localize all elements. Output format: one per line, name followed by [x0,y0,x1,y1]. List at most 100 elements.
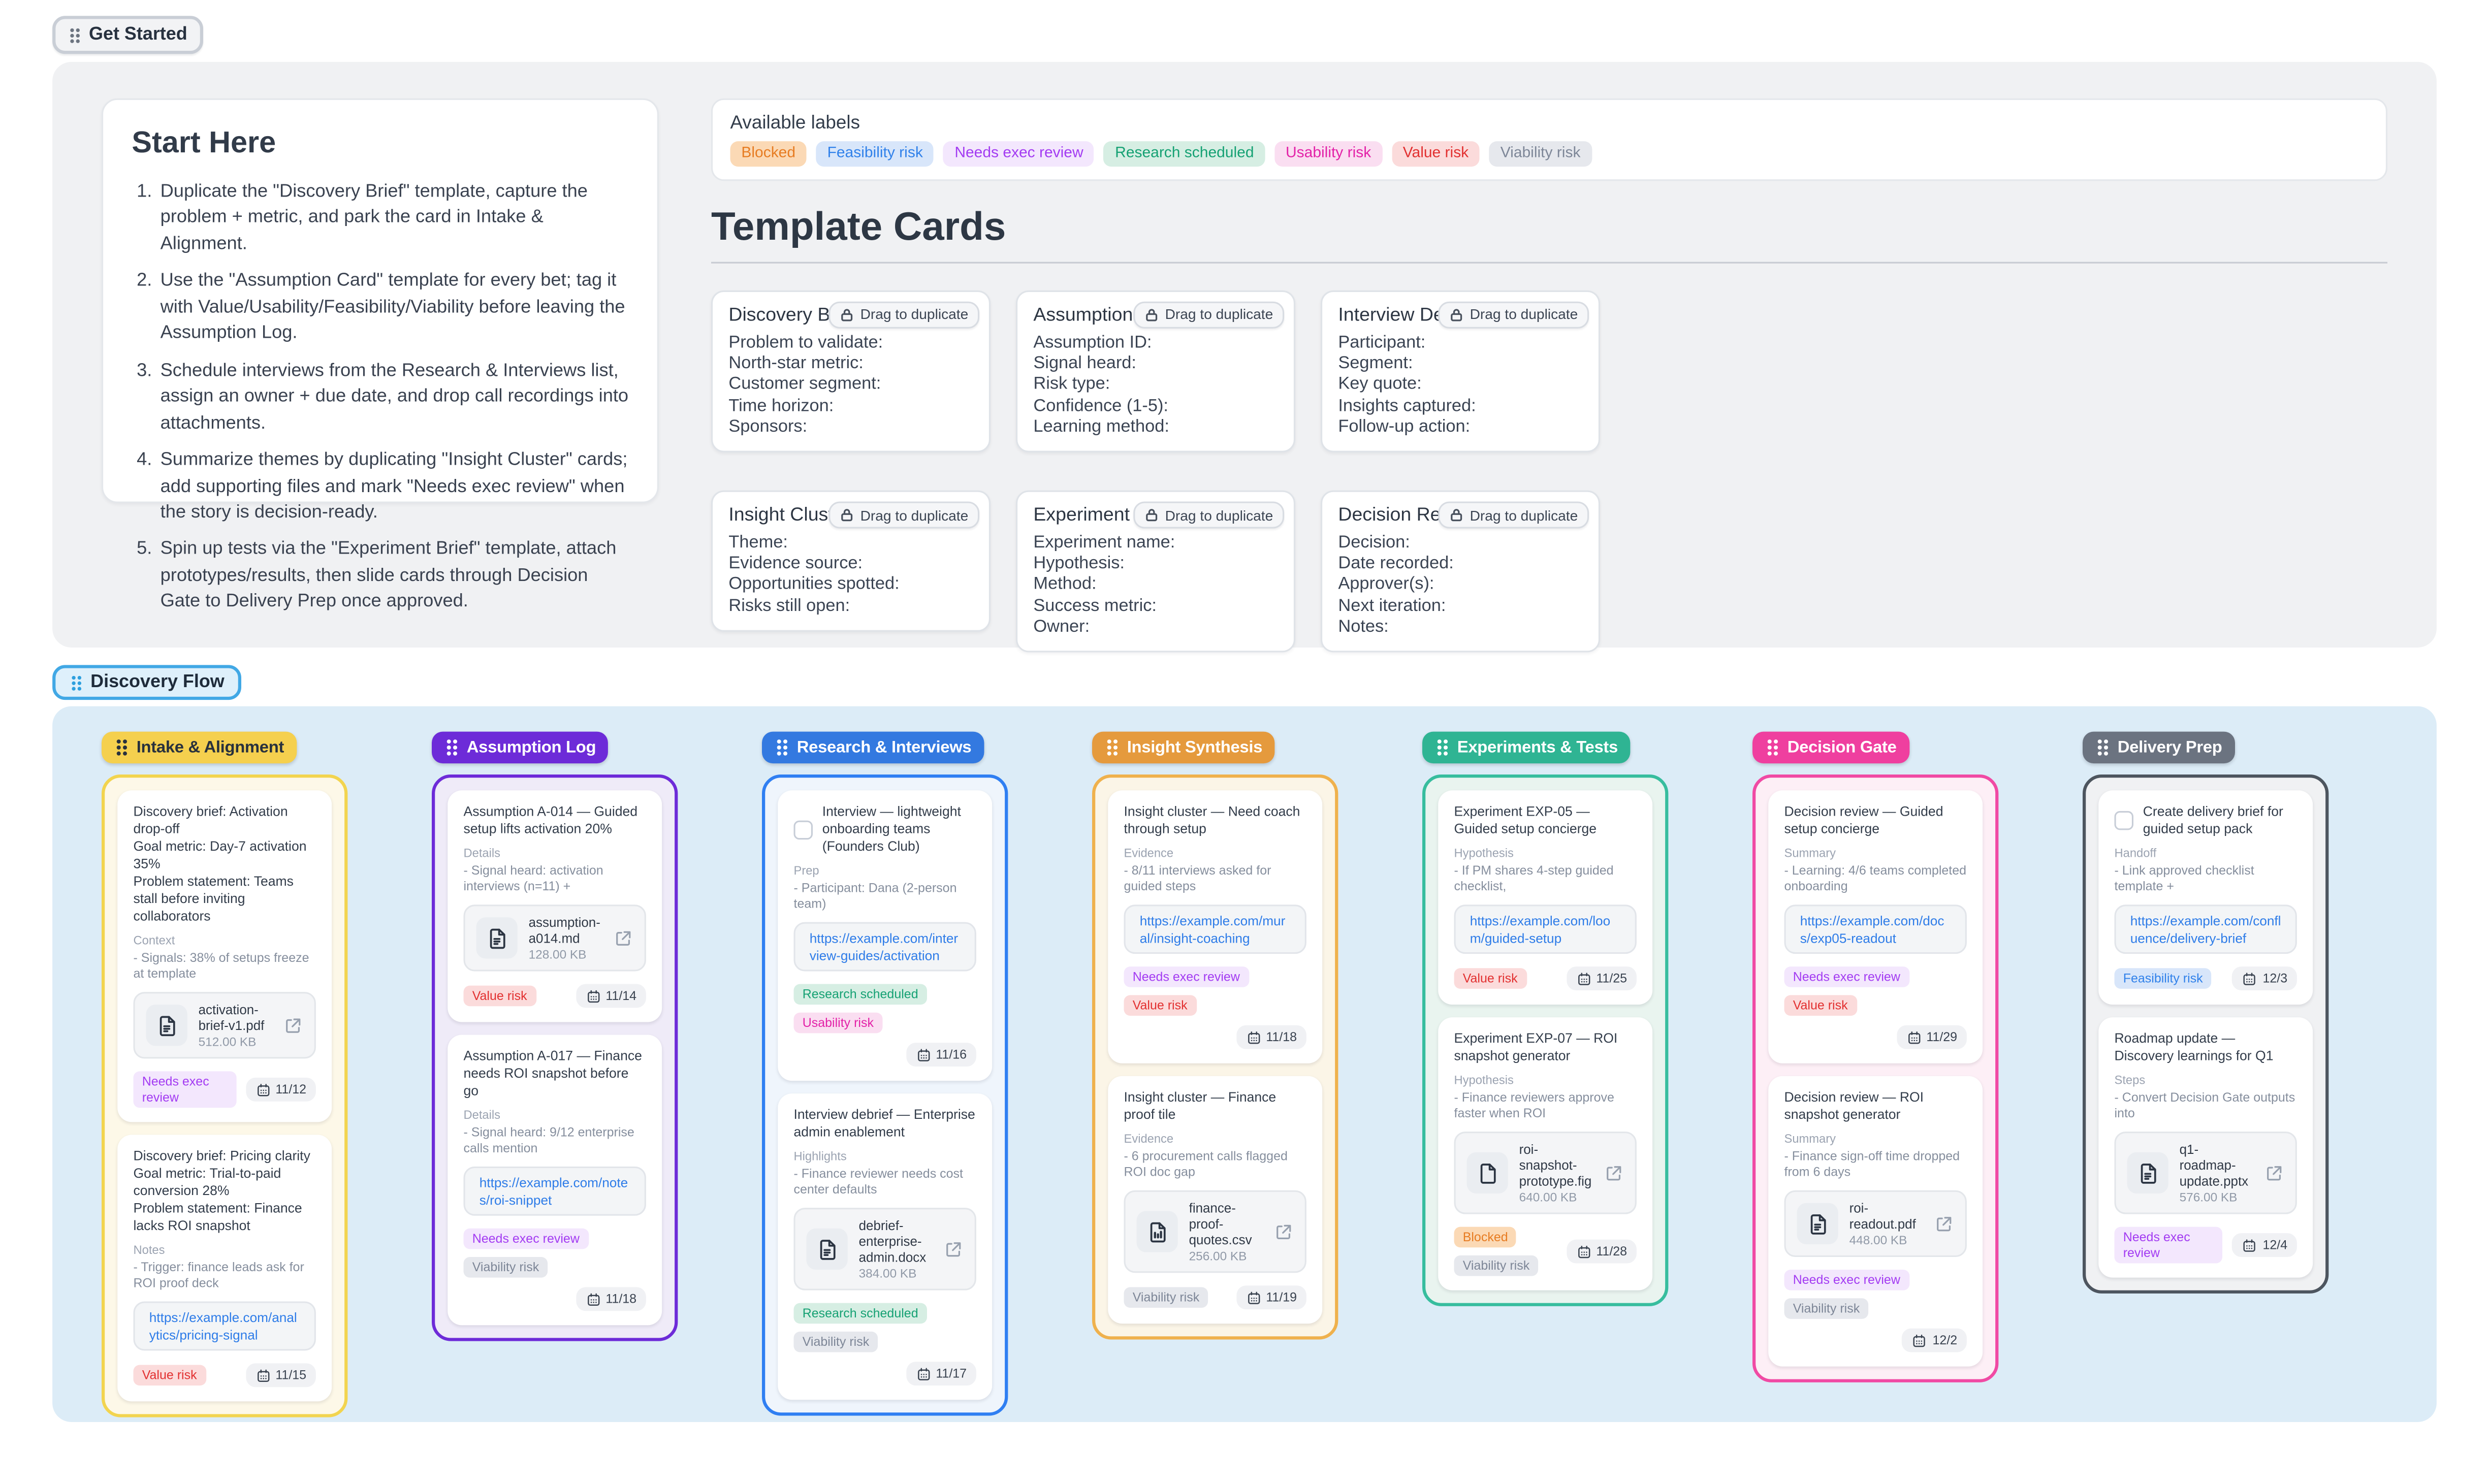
due-date-chip[interactable]: 12/4 [2232,1233,2297,1257]
card-label[interactable]: Value risk [1124,995,1196,1016]
external-link-icon[interactable] [282,1015,303,1036]
due-date-chip[interactable]: 11/29 [1896,1025,1967,1049]
due-date-chip[interactable]: 11/15 [245,1363,316,1388]
drag-to-duplicate-badge[interactable]: Drag to duplicate [1133,501,1285,529]
card-label[interactable]: Needs exec review [2114,1227,2223,1264]
card-label[interactable]: Research scheduled [793,984,927,1005]
start-here-card[interactable]: Start Here Duplicate the "Discovery Brie… [102,98,659,611]
label-chip[interactable]: Viability risk [1489,141,1592,167]
board-card[interactable]: Interview — lightweight onboarding teams… [778,790,993,1081]
drag-to-duplicate-badge[interactable]: Drag to duplicate [1133,301,1285,329]
due-date-chip[interactable]: 12/3 [2232,966,2297,990]
card-label[interactable]: Value risk [463,985,536,1007]
external-link-icon[interactable] [2263,1163,2284,1183]
board-card[interactable]: Discovery brief: Pricing clarity Goal me… [117,1135,332,1402]
board-card[interactable]: Assumption A-014 — Guided setup lifts ac… [448,790,662,1022]
card-label[interactable]: Viability risk [1454,1255,1539,1276]
due-date-chip[interactable]: 11/19 [1236,1285,1306,1310]
due-date-chip[interactable]: 11/16 [906,1043,976,1067]
card-label[interactable]: Feasibility risk [2114,968,2212,989]
due-date-chip[interactable]: 11/18 [1236,1025,1306,1049]
attachment-chip[interactable]: roi-snapshot-prototype.fig 640.00 KB [1454,1132,1637,1214]
get-started-block[interactable]: Get Started [52,16,203,54]
link-chip[interactable]: https://example.com/notes/roi-snippet [463,1166,646,1216]
due-date-chip[interactable]: 11/17 [906,1362,976,1386]
due-date-chip[interactable]: 11/18 [576,1287,646,1311]
attachment-chip[interactable]: roi-readout.pdf 448.00 KB [1784,1190,1967,1257]
card-label[interactable]: Needs exec review [1124,966,1249,987]
link-chip[interactable]: https://example.com/analytics/pricing-si… [133,1301,316,1351]
template-card[interactable]: Discovery Brief Drag to duplicate Problem … [711,290,991,453]
attachment-chip[interactable]: assumption-a014.md 128.00 KB [463,905,646,972]
attachment-open-button[interactable] [1603,1163,1624,1183]
column-header[interactable]: Decision Gate [1752,731,1909,764]
card-label[interactable]: Value risk [1784,995,1857,1016]
board-card[interactable]: Assumption A-017 — Finance needs ROI sna… [448,1035,662,1326]
due-date-chip[interactable]: 11/14 [576,984,646,1008]
card-label[interactable]: Needs exec review [1784,966,1909,987]
attachment-open-button[interactable] [282,1015,303,1036]
template-card[interactable]: Interview Debrief Drag to duplicate Partic… [1321,290,1600,453]
board-card[interactable]: Decision review — ROI snapshot generator… [1768,1076,1983,1367]
column-header[interactable]: Intake & Alignment [102,731,297,764]
attachment-open-button[interactable] [1933,1213,1954,1234]
card-checkbox[interactable] [2114,811,2133,830]
board-card[interactable]: Create delivery brief for guided setup p… [2098,790,2313,1005]
link-chip[interactable]: https://example.com/confluence/delivery-… [2114,905,2297,954]
template-card[interactable]: Decision Record Drag to duplicate Decision… [1321,490,1600,653]
attachment-open-button[interactable] [943,1239,964,1260]
drag-to-duplicate-badge[interactable]: Drag to duplicate [1438,501,1589,529]
drag-to-duplicate-badge[interactable]: Drag to duplicate [1438,301,1589,329]
attachment-open-button[interactable] [613,928,633,949]
external-link-icon[interactable] [1273,1221,1294,1242]
card-checkbox[interactable] [793,820,813,839]
attachment-open-button[interactable] [1273,1221,1294,1242]
card-label[interactable]: Viability risk [793,1331,878,1352]
card-label[interactable]: Needs exec review [133,1071,236,1108]
card-label[interactable]: Blocked [1454,1227,1517,1248]
card-label[interactable]: Usability risk [793,1012,883,1034]
label-chip[interactable]: Research scheduled [1104,141,1265,167]
board-card[interactable]: Experiment EXP-05 — Guided setup concier… [1438,790,1653,1005]
column-header[interactable]: Research & Interviews [762,731,984,764]
board-card[interactable]: Experiment EXP-07 — ROI snapshot generat… [1438,1017,1653,1291]
card-label[interactable]: Value risk [1454,968,1526,989]
due-date-chip[interactable]: 11/28 [1566,1239,1637,1264]
card-label[interactable]: Viability risk [463,1257,548,1278]
card-label[interactable]: Value risk [133,1365,206,1386]
board-card[interactable]: Insight cluster — Need coach through set… [1108,790,1323,1063]
label-chip[interactable]: Needs exec review [943,141,1095,167]
external-link-icon[interactable] [613,928,633,949]
attachment-open-button[interactable] [2263,1163,2284,1183]
label-chip[interactable]: Blocked [730,141,807,167]
board-card[interactable]: Discovery brief: Activation drop-off Goa… [117,790,332,1122]
template-card[interactable]: Insight Cluster Drag to duplicate Theme: E… [711,490,991,632]
label-chip[interactable]: Value risk [1391,141,1480,167]
drag-to-duplicate-badge[interactable]: Drag to duplicate [828,301,980,329]
card-label[interactable]: Viability risk [1784,1298,1869,1319]
board-card[interactable]: Roadmap update — Discovery learnings for… [2098,1017,2313,1278]
external-link-icon[interactable] [1933,1213,1954,1234]
discovery-flow-block[interactable]: Discovery Flow [52,665,242,700]
column-header[interactable]: Delivery Prep [2083,731,2235,764]
attachment-chip[interactable]: activation-brief-v1.pdf 512.00 KB [133,992,316,1059]
card-label[interactable]: Needs exec review [1784,1270,1909,1291]
due-date-chip[interactable]: 12/2 [1902,1328,1967,1352]
label-chip[interactable]: Usability risk [1274,141,1383,167]
card-label[interactable]: Viability risk [1124,1287,1208,1308]
card-label[interactable]: Needs exec review [463,1228,589,1249]
card-label[interactable]: Research scheduled [793,1303,927,1324]
column-header[interactable]: Assumption Log [432,731,609,764]
board-card[interactable]: Insight cluster — Finance proof tile Evid… [1108,1076,1323,1324]
link-chip[interactable]: https://example.com/interview-guides/act… [793,922,976,972]
board-card[interactable]: Decision review — Guided setup concierge… [1768,790,1983,1063]
column-header[interactable]: Insight Synthesis [1092,731,1275,764]
template-card[interactable]: Assumption Card Drag to duplicate Assumpti… [1016,290,1295,453]
attachment-chip[interactable]: debrief-enterprise-admin.docx 384.00 KB [793,1208,976,1291]
attachment-chip[interactable]: finance-proof-quotes.csv 256.00 KB [1124,1190,1306,1273]
due-date-chip[interactable]: 11/25 [1566,966,1637,990]
drag-to-duplicate-badge[interactable]: Drag to duplicate [828,501,980,529]
template-card[interactable]: Experiment Brief Drag to duplicate Experim… [1016,490,1295,653]
board-card[interactable]: Interview debrief — Enterprise admin ena… [778,1093,993,1400]
link-chip[interactable]: https://example.com/mural/insight-coachi… [1124,905,1306,954]
